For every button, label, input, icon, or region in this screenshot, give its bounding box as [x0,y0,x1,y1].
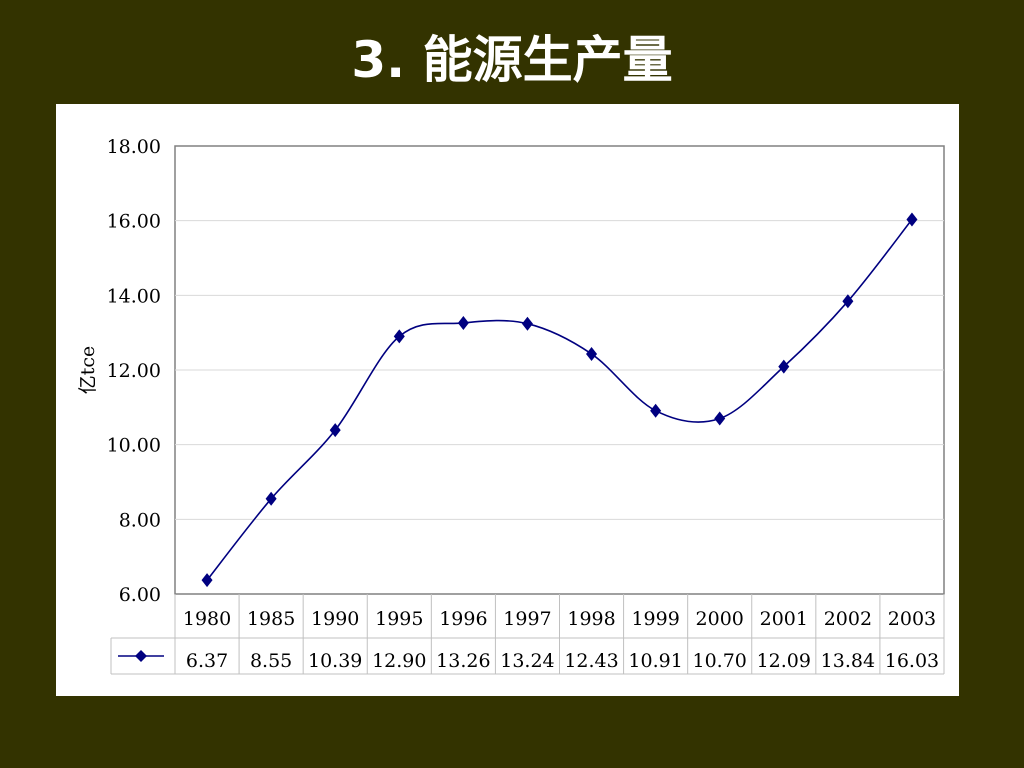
data-label: 8.55 [250,650,292,672]
data-label: 16.03 [885,650,939,672]
chart-panel: 6.00 8.00 10.00 12.00 14.00 16.00 18.00 亿tce 198… [56,104,959,696]
x-tick-label: 1995 [375,608,423,630]
y-tick-label: 14.00 [107,285,161,307]
y-tick-label: 16.00 [107,211,161,233]
data-point [393,329,405,344]
data-point [586,346,598,361]
data-point [650,403,662,418]
x-tick-label: 1990 [311,608,359,630]
x-tick-label: 2001 [760,608,808,630]
x-tick-label: 1997 [503,608,551,630]
line-chart: 6.00 8.00 10.00 12.00 14.00 16.00 18.00 亿tce 198… [77,136,945,675]
y-tick-label: 10.00 [107,435,161,457]
data-label: 10.70 [693,650,747,672]
data-point [842,294,854,309]
data-label: 12.43 [564,650,618,672]
y-tick-label: 6.00 [119,584,161,606]
data-point [778,359,790,374]
data-label: 10.91 [628,650,682,672]
x-tick-label: 1985 [247,608,295,630]
data-label: 12.90 [372,650,426,672]
y-axis-label: 亿tce [77,346,99,395]
data-point [457,315,469,330]
data-label: 6.37 [186,650,228,672]
x-tick-label: 1998 [567,608,615,630]
x-tick-label: 2002 [824,608,872,630]
x-tick-label: 2003 [888,608,936,630]
data-point [906,212,918,227]
slide-title: 3. 能源生产量 [351,31,673,89]
data-label: 12.09 [757,650,811,672]
legend-key-marker [135,650,147,662]
series-line [206,219,913,581]
x-tick-label: 1980 [183,608,231,630]
x-tick-label: 1999 [631,608,679,630]
data-label: 13.26 [436,650,490,672]
x-tick-label: 1996 [439,608,487,630]
data-label: 13.84 [821,650,875,672]
y-tick-label: 18.00 [107,136,161,158]
data-point [521,316,533,331]
data-point [265,491,277,506]
data-label: 10.39 [308,650,362,672]
data-point [201,573,213,588]
y-tick-label: 12.00 [107,360,161,382]
data-point [329,423,341,438]
y-tick-label: 8.00 [119,509,161,531]
x-tick-label: 2000 [696,608,744,630]
data-label: 13.24 [500,650,554,672]
data-point [714,411,726,426]
